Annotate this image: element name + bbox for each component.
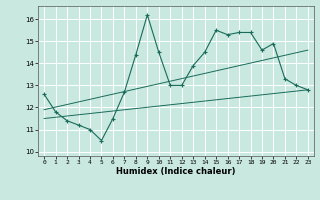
X-axis label: Humidex (Indice chaleur): Humidex (Indice chaleur): [116, 167, 236, 176]
